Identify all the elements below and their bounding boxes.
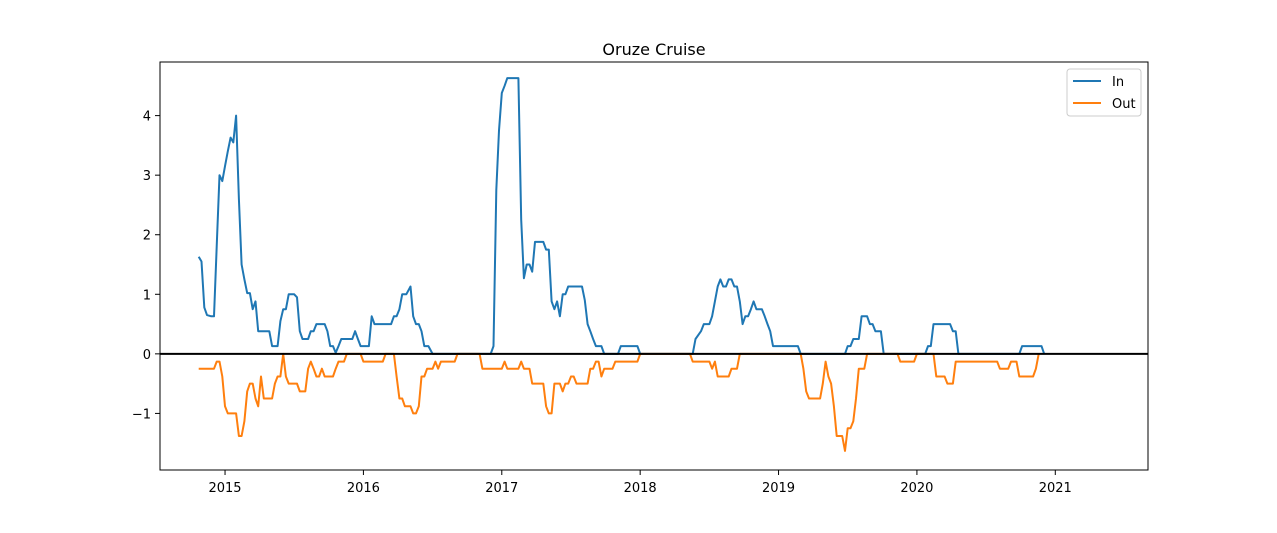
- legend: In Out: [1066, 68, 1142, 117]
- x-tick-label: 2019: [762, 481, 795, 496]
- plot-frame: [159, 61, 1149, 471]
- x-tick-label: 2020: [900, 481, 933, 496]
- legend-label-in: In: [1112, 75, 1124, 90]
- x-axis: 2015 2016 2017 2018 2019 2020 2021: [208, 470, 1072, 496]
- legend-label-out: Out: [1112, 97, 1136, 112]
- x-tick-label: 2017: [485, 481, 518, 496]
- series-line-in: [197, 77, 1046, 355]
- x-tick-label: 2016: [347, 481, 380, 496]
- y-tick-label: −1: [132, 407, 151, 422]
- x-tick-label: 2015: [208, 481, 241, 496]
- y-axis: −1 0 1 2 3 4: [132, 110, 160, 422]
- series-layer: [197, 77, 1046, 452]
- x-tick-label: 2018: [624, 481, 657, 496]
- y-tick-label: 1: [143, 288, 151, 303]
- chart-title: Oruze Cruise: [602, 40, 705, 59]
- y-tick-label: 0: [143, 348, 151, 363]
- x-tick-label: 2021: [1039, 481, 1072, 496]
- y-tick-label: 4: [143, 110, 151, 125]
- series-line-out: [198, 352, 1040, 452]
- y-tick-label: 3: [143, 169, 151, 184]
- y-tick-label: 2: [143, 229, 151, 244]
